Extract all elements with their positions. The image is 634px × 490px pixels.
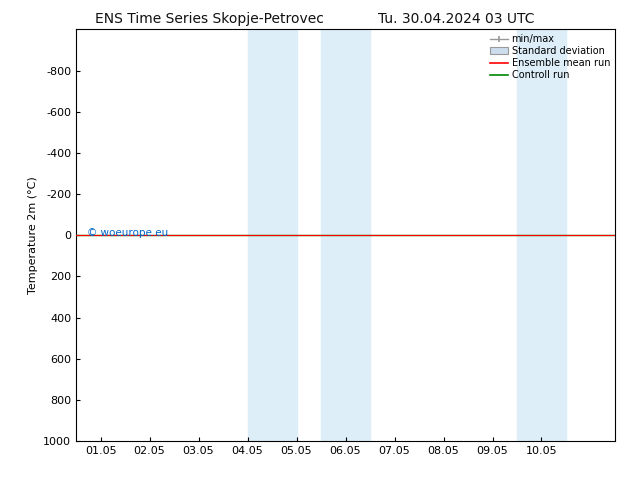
Bar	[247, 29, 297, 441]
Text: Tu. 30.04.2024 03 UTC: Tu. 30.04.2024 03 UTC	[378, 12, 534, 26]
Y-axis label: Temperature 2m (°C): Temperature 2m (°C)	[28, 176, 37, 294]
Text: ENS Time Series Skopje-Petrovec: ENS Time Series Skopje-Petrovec	[94, 12, 324, 26]
Bar	[517, 29, 566, 441]
Bar	[321, 29, 370, 441]
Text: © woeurope.eu: © woeurope.eu	[87, 228, 168, 238]
Legend: min/max, Standard deviation, Ensemble mean run, Controll run: min/max, Standard deviation, Ensemble me…	[488, 31, 613, 83]
